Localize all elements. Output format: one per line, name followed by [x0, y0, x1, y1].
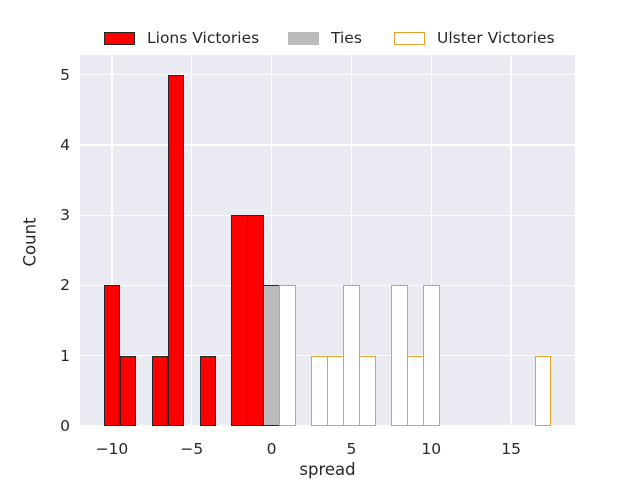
legend-swatch-ties-icon	[288, 32, 319, 45]
x-tick-label: 10	[421, 440, 442, 458]
y-axis-label: Count	[20, 217, 40, 267]
x-tick-label: 5	[346, 440, 357, 458]
x-tick-label: −5	[180, 440, 204, 458]
gridline-x-10	[430, 55, 432, 426]
bar-ulster-victories	[327, 355, 344, 426]
y-tick-label: 5	[60, 65, 70, 84]
bar-lions-victories	[247, 215, 264, 426]
bar-ulster-victories	[359, 355, 376, 426]
gridline-x--10	[111, 55, 113, 426]
bar-ulster-victories	[423, 285, 440, 426]
bar-ulster-victories	[407, 355, 424, 426]
y-tick-label: 2	[60, 276, 70, 295]
legend-label-ties: Ties	[331, 29, 362, 47]
y-tick-label: 0	[60, 417, 70, 435]
bar-ulster-victories	[311, 355, 328, 426]
gridline-y-4	[80, 144, 575, 146]
y-tick-label: 1	[60, 346, 70, 365]
x-axis-label: spread	[299, 460, 356, 479]
gridline-x--5	[191, 55, 193, 426]
bar-lions-victories	[167, 74, 185, 426]
y-tick-label: 3	[60, 206, 70, 225]
gridline-y-3	[80, 214, 575, 216]
gridline-x-5	[350, 55, 353, 426]
bar-ties	[263, 285, 280, 426]
legend-label-lions-victories: Lions Victories	[147, 29, 260, 47]
gridline-x-15	[510, 55, 512, 426]
bar-ulster-victories	[279, 285, 296, 426]
gridline-y-1	[80, 355, 575, 357]
bar-lions-victories	[103, 285, 121, 426]
x-tick-label: −10	[95, 440, 129, 458]
legend-swatch-ulster-victories-icon	[394, 32, 425, 45]
gridline-y-2	[80, 284, 575, 287]
bar-lions-victories	[231, 215, 248, 426]
legend-label-ulster-victories: Ulster Victories	[437, 29, 555, 47]
legend-item-ties: Ties	[288, 29, 362, 48]
legend-item-lions-victories: Lions Victories	[104, 29, 259, 48]
y-tick-label: 4	[60, 135, 70, 154]
bar-lions-victories	[199, 355, 216, 426]
legend-swatch-lions-victories-icon	[104, 32, 135, 45]
gridline-x-0	[270, 55, 273, 426]
gridline-y-5	[80, 73, 575, 76]
bar-ulster-victories	[534, 355, 552, 426]
bar-ulster-victories	[391, 285, 408, 426]
bar-lions-victories	[119, 355, 137, 426]
bar-ulster-victories	[343, 285, 360, 426]
plot-area	[80, 55, 575, 426]
x-tick-label: 15	[501, 440, 521, 458]
x-tick-label: 0	[266, 440, 277, 458]
legend-item-ulster-victories: Ulster Victories	[394, 29, 555, 48]
bar-lions-victories	[151, 355, 169, 426]
